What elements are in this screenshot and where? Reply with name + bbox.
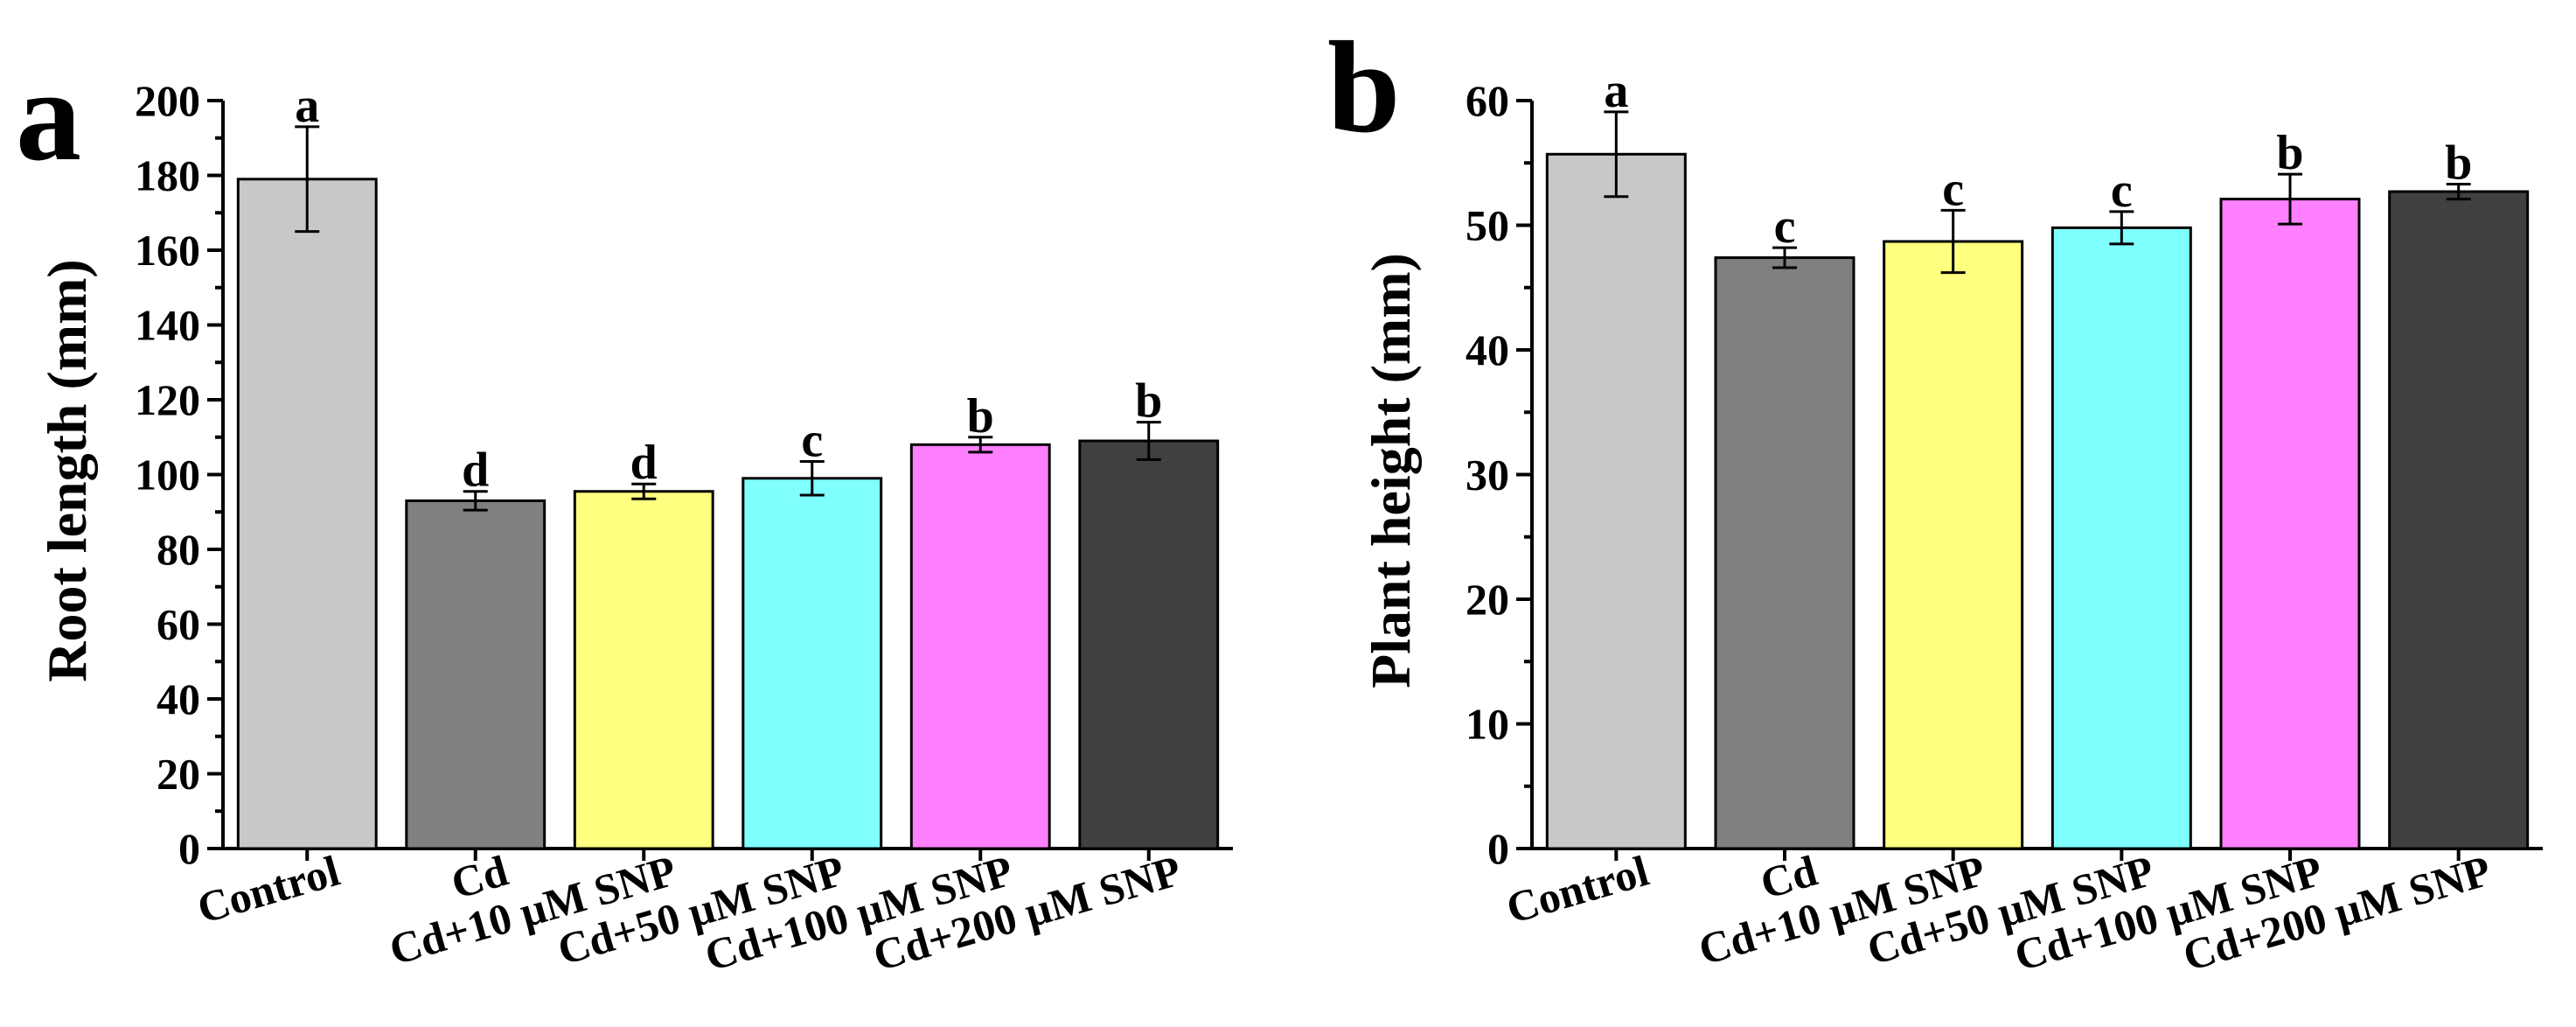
y-tick-label: 40: [1466, 325, 1509, 374]
significance-label: c: [2111, 164, 2133, 218]
y-tick-label: 140: [135, 301, 200, 350]
panel-letter: b: [1327, 15, 1400, 160]
y-tick-label: 20: [1466, 575, 1509, 624]
y-tick-label: 60: [1466, 76, 1509, 125]
y-tick-label: 80: [157, 525, 200, 574]
y-tick-label: 0: [1487, 824, 1509, 873]
significance-label: a: [1604, 64, 1628, 118]
bar: [1714, 256, 1855, 850]
y-tick-label: 20: [157, 750, 200, 799]
significance-label: d: [462, 444, 489, 498]
significance-label: c: [1774, 199, 1796, 254]
y-tick-label: 160: [135, 226, 200, 275]
bar: [2388, 190, 2530, 850]
y-axis-title: Plant height (mm): [1360, 253, 1422, 688]
y-tick-label: 30: [1466, 451, 1509, 500]
significance-label: a: [295, 79, 319, 133]
y-tick-label: 10: [1466, 700, 1509, 749]
significance-label: b: [1135, 374, 1162, 429]
significance-label: b: [2276, 126, 2303, 180]
y-tick-label: 200: [135, 76, 200, 125]
bar: [1545, 152, 1687, 850]
panel-letter: a: [16, 43, 81, 188]
category-label: Control: [192, 846, 345, 933]
y-tick-label: 100: [135, 451, 200, 500]
bar: [741, 477, 883, 850]
bar: [1883, 240, 2024, 850]
significance-label: c: [801, 414, 823, 468]
bar: [1078, 439, 1220, 850]
y-tick-label: 60: [157, 600, 200, 649]
y-tick-label: 120: [135, 375, 200, 424]
bar: [2050, 226, 2192, 850]
y-tick-label: 50: [1466, 201, 1509, 250]
bar: [236, 178, 378, 850]
bar: [2219, 198, 2361, 850]
bar: [573, 490, 714, 850]
y-tick-label: 40: [157, 674, 200, 723]
bar: [405, 499, 547, 850]
y-tick-label: 0: [178, 824, 200, 873]
y-axis-title: Root length (mm): [36, 259, 98, 681]
significance-label: b: [2445, 136, 2472, 190]
bar: [909, 443, 1051, 850]
y-tick-label: 180: [135, 151, 200, 200]
significance-label: c: [1942, 162, 1964, 216]
category-label: Control: [1501, 846, 1654, 933]
significance-label: d: [630, 436, 658, 490]
chart-panel-b: b Plant height (mm) 0 10 20 30 40 50 60 a Contro…: [1327, 15, 2543, 981]
significance-label: b: [967, 389, 994, 444]
chart-panel-a: a Root length (mm) 0 20 40 60 80 100 120 140 160…: [16, 43, 1233, 981]
